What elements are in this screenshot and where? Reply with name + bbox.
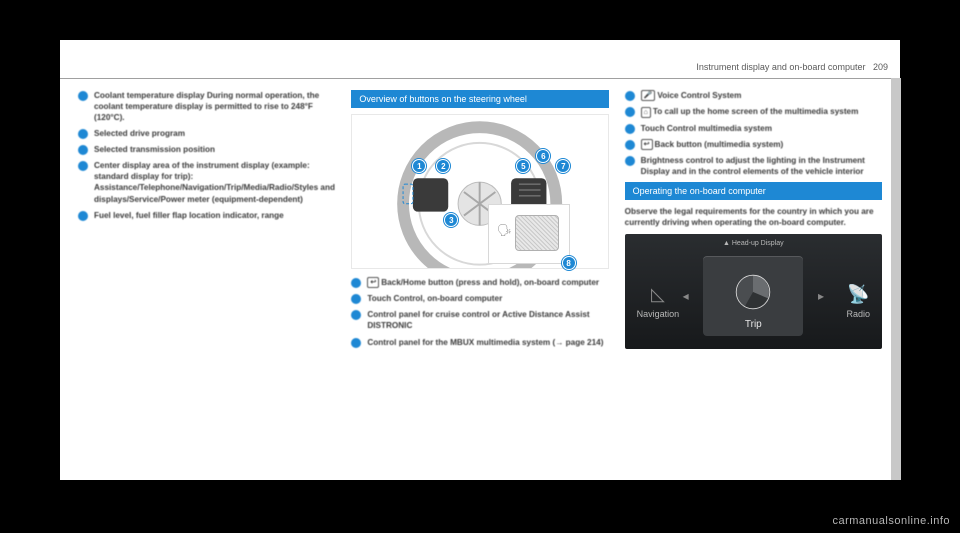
- bullet-icon: [78, 211, 88, 221]
- headup-label: Head-up Display: [732, 240, 784, 247]
- bullet-icon: [625, 107, 635, 117]
- bullet-icon: [78, 91, 88, 101]
- bullet-icon: [78, 129, 88, 139]
- header-section: Instrument display and on-board computer: [696, 62, 865, 72]
- item-text: Center display area of the instrument di…: [94, 160, 335, 204]
- item-text: Selected drive program: [94, 128, 335, 139]
- touchpad-inset: 🗣 8: [488, 204, 570, 264]
- navigation-icon: ◺: [637, 284, 680, 305]
- bullet-icon: [625, 91, 635, 101]
- item-text: Brightness control to adjust the lightin…: [641, 155, 882, 177]
- steering-wheel-figure: 1 2 3 4 5 6 7 🗣 8: [351, 114, 608, 269]
- bullet-icon: [625, 156, 635, 166]
- speak-icon: 🗣: [497, 223, 512, 237]
- item-text: Control panel for the MBUX multimedia sy…: [367, 337, 608, 348]
- bullet-icon: [351, 278, 361, 288]
- page-edge-tab: [891, 78, 901, 480]
- arrow-left-icon: ◂: [683, 289, 689, 303]
- display-main-tile: Trip: [703, 256, 803, 336]
- item-text: ⌂To call up the home screen of the multi…: [641, 106, 882, 117]
- header-page: 209: [873, 62, 888, 72]
- bullet-icon: [351, 310, 361, 320]
- list-item: ↩Back button (multimedia system): [625, 139, 882, 150]
- columns: Coolant temperature display During norma…: [78, 90, 882, 353]
- item-text: Coolant temperature display During norma…: [94, 90, 335, 123]
- list-item: Touch Control multimedia system: [625, 123, 882, 134]
- item-label: To call up the home screen of the multim…: [653, 107, 859, 116]
- item-text: ↩Back button (multimedia system): [641, 139, 882, 150]
- list-item: Fuel level, fuel filler flap location in…: [78, 210, 335, 221]
- item-label: Back button (multimedia system): [655, 140, 784, 149]
- item-text: Control panel for cruise control or Acti…: [367, 309, 608, 331]
- trip-pie-icon: [732, 271, 774, 313]
- bullet-icon: [625, 140, 635, 150]
- touchpad-surface: [515, 215, 559, 251]
- header-rule: [60, 78, 900, 79]
- display-right: 📡 Radio: [846, 284, 870, 319]
- back-key-icon: ↩: [367, 277, 379, 288]
- display-top-label: ▲ Head-up Display: [723, 240, 784, 247]
- item-text: Touch Control multimedia system: [641, 123, 882, 134]
- list-item: 🎤Voice Control System: [625, 90, 882, 101]
- item-text: Selected transmission position: [94, 144, 335, 155]
- bullet-icon: [351, 294, 361, 304]
- radio-label: Radio: [846, 309, 870, 319]
- list-item: ↩Back/Home button (press and hold), on-b…: [351, 277, 608, 288]
- watermark: carmanualsonline.info: [832, 515, 950, 527]
- item-label: Back/Home button (press and hold), on-bo…: [381, 278, 599, 287]
- page: Instrument display and on-board computer…: [60, 40, 900, 480]
- voice-key-icon: 🎤: [641, 90, 656, 101]
- column-3: 🎤Voice Control System ⌂To call up the ho…: [625, 90, 882, 353]
- list-item: Brightness control to adjust the lightin…: [625, 155, 882, 177]
- list-item: Selected transmission position: [78, 144, 335, 155]
- display-main-label: Trip: [745, 319, 762, 330]
- radio-icon: 📡: [846, 284, 870, 305]
- item-text: 🎤Voice Control System: [641, 90, 882, 101]
- bullet-icon: [78, 161, 88, 171]
- list-item: Control panel for cruise control or Acti…: [351, 309, 608, 331]
- column-1: Coolant temperature display During norma…: [78, 90, 335, 353]
- list-item: Control panel for the MBUX multimedia sy…: [351, 337, 608, 348]
- legal-note: Observe the legal requirements for the c…: [625, 206, 882, 228]
- nav-label: Navigation: [637, 309, 680, 319]
- callout-8: 8: [562, 256, 576, 270]
- bullet-icon: [351, 338, 361, 348]
- bullet-icon: [625, 124, 635, 134]
- list-item: ⌂To call up the home screen of the multi…: [625, 106, 882, 117]
- item-text: ↩Back/Home button (press and hold), on-b…: [367, 277, 608, 288]
- list-item: Selected drive program: [78, 128, 335, 139]
- list-item: Touch Control, on-board computer: [351, 293, 608, 304]
- instrument-display-figure: ▲ Head-up Display Trip ◺ Navigation ◂: [625, 234, 882, 349]
- back-key-icon: ↩: [641, 139, 653, 150]
- home-key-icon: ⌂: [641, 107, 651, 118]
- bullet-icon: [78, 145, 88, 155]
- list-item: Center display area of the instrument di…: [78, 160, 335, 204]
- page-header: Instrument display and on-board computer…: [696, 62, 888, 72]
- item-text: Fuel level, fuel filler flap location in…: [94, 210, 335, 221]
- item-text: Touch Control, on-board computer: [367, 293, 608, 304]
- list-item: Coolant temperature display During norma…: [78, 90, 335, 123]
- section-header-steering: Overview of buttons on the steering whee…: [351, 90, 608, 108]
- display-left: ◺ Navigation: [637, 284, 680, 319]
- column-2: Overview of buttons on the steering whee…: [351, 90, 608, 353]
- item-label: Voice Control System: [657, 91, 741, 100]
- arrow-right-icon: ▸: [818, 289, 824, 303]
- section-header-operating: Operating the on-board computer: [625, 182, 882, 200]
